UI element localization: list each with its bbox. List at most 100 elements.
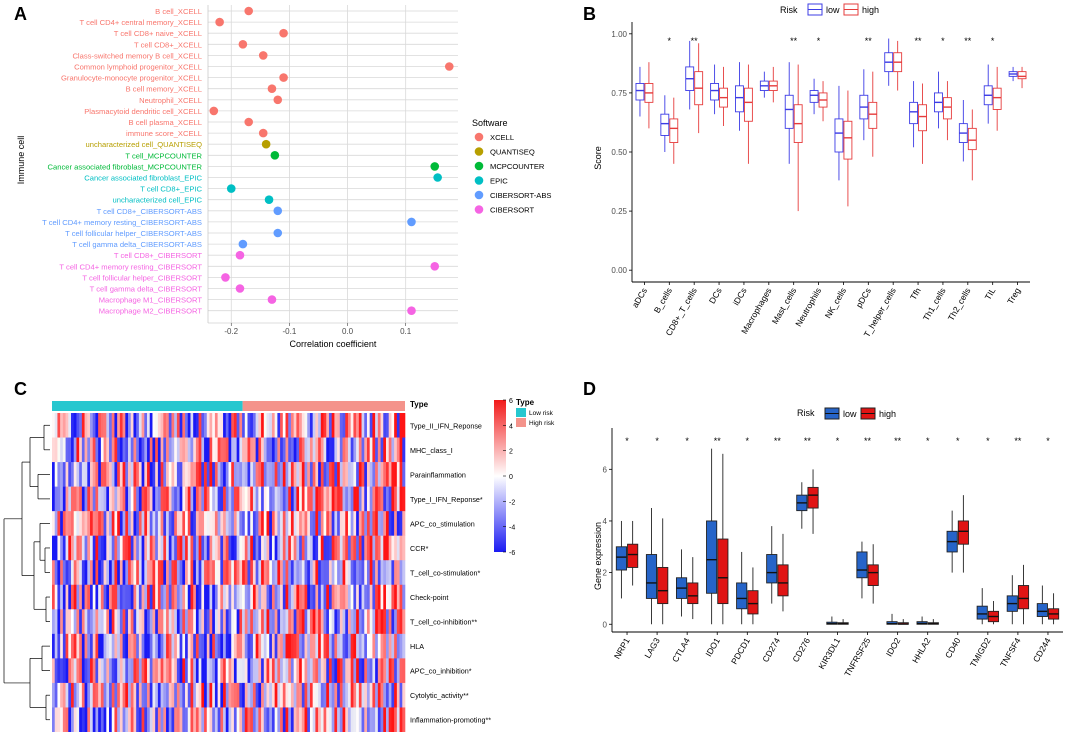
heatmap-cell: [242, 486, 246, 512]
heatmap-cell: [385, 535, 390, 561]
heatmap-cell: [185, 560, 189, 586]
color-scale-label: 2: [509, 449, 513, 456]
heatmap-cell: [136, 707, 140, 733]
heatmap-cell: [171, 413, 175, 438]
significance-mark: *: [746, 436, 750, 446]
heatmap-cell: [274, 707, 278, 733]
row-label: Cancer associated fibroblast_MCPCOUNTER: [48, 162, 203, 171]
heatmap-cell: [144, 511, 148, 536]
heatmap-cell: [301, 609, 305, 635]
heatmap-cell: [136, 511, 140, 536]
heatmap-cell: [166, 707, 170, 733]
heatmap-cell: [60, 560, 64, 586]
heatmap-cell: [247, 609, 251, 635]
type-legend-label: High risk: [529, 420, 555, 427]
heatmap-cell: [380, 682, 384, 708]
box-iqr: [743, 87, 753, 122]
heatmap-cell: [71, 462, 75, 487]
heatmap-cell: [383, 633, 387, 659]
category-label: pDCs: [854, 286, 873, 309]
color-scale-label: 4: [509, 423, 513, 430]
heatmap-cell: [242, 413, 246, 438]
heatmap-cell: [366, 511, 370, 536]
heatmap-cell: [290, 437, 294, 463]
heatmap-cell: [125, 584, 129, 610]
heatmap-cell: [141, 658, 145, 684]
heatmap-cell: [163, 535, 167, 561]
heatmap-cell: [353, 609, 357, 635]
heatmap-cell: [149, 535, 153, 561]
heatmap-cell: [185, 413, 189, 438]
heatmap-cell: [160, 633, 164, 659]
significance-mark: **: [864, 436, 872, 446]
heatmap-cell: [385, 462, 390, 487]
heatmap-cell: [176, 707, 180, 733]
heatmap-cell: [125, 609, 129, 635]
heatmap-cell: [62, 462, 66, 487]
heatmap-cell: [187, 633, 191, 659]
heatmap-cell: [293, 633, 297, 659]
heatmap-cell: [394, 535, 398, 561]
heatmap-cell: [255, 682, 259, 708]
heatmap-cell: [187, 560, 191, 586]
box-high: [807, 469, 819, 534]
heatmap-cell: [231, 486, 235, 512]
heatmap-cell: [328, 584, 332, 610]
heatmap-cell: [334, 511, 338, 536]
heatmap-cell: [288, 609, 292, 635]
heatmap-cell: [117, 560, 121, 586]
box-iqr: [992, 87, 1002, 110]
heatmap-cell: [128, 462, 132, 487]
heatmap-cell: [372, 707, 376, 733]
heatmap-cell: [293, 682, 297, 708]
heatmap-cell: [356, 584, 360, 610]
heatmap-cell: [138, 682, 142, 708]
heatmap-cell: [54, 658, 58, 684]
heatmap-cell: [190, 682, 194, 708]
heatmap-cell: [299, 462, 303, 487]
heatmap-cell: [394, 511, 398, 536]
heatmap-cell: [337, 535, 341, 561]
category-label: CD244: [1031, 636, 1053, 664]
heatmap-cell: [92, 413, 96, 438]
heatmap-cell: [350, 682, 354, 708]
heatmap-cell: [242, 511, 246, 536]
heatmap-cell: [223, 413, 227, 438]
heatmap-cell: [383, 584, 387, 610]
heatmap-cell: [399, 682, 403, 708]
heatmap-cell: [147, 486, 151, 512]
heatmap-cell: [350, 707, 354, 733]
heatmap-cell: [179, 413, 183, 438]
heatmap-cell: [57, 584, 61, 610]
heatmap-cell: [331, 560, 335, 586]
heatmap-cell: [138, 707, 142, 733]
heatmap-cell: [239, 682, 243, 708]
heatmap-cell: [92, 609, 96, 635]
significance-mark: **: [865, 36, 873, 46]
category-label: B_cells: [652, 286, 674, 315]
heatmap-cell: [290, 682, 294, 708]
heatmap-cell: [233, 560, 237, 586]
heatmap-cell: [90, 560, 94, 586]
heatmap-cell: [71, 658, 75, 684]
heatmap-row-label: Type_II_IFN_Reponse: [410, 421, 482, 430]
heatmap-cell: [141, 462, 145, 487]
heatmap-cell: [361, 584, 365, 610]
heatmap-cell: [334, 437, 338, 463]
heatmap-cell: [92, 437, 96, 463]
heatmap-cell: [98, 413, 102, 438]
heatmap-cell: [195, 535, 199, 561]
heatmap-cell: [62, 511, 66, 536]
heatmap-cell: [152, 633, 156, 659]
heatmap-cell: [388, 413, 392, 438]
panel-b-legend-title: Risk: [780, 5, 798, 15]
heatmap-cell: [190, 584, 194, 610]
heatmap-cell: [345, 486, 349, 512]
box-low: [934, 71, 943, 129]
heatmap-cell: [399, 462, 403, 487]
x-tick-label: -0.1: [282, 327, 296, 336]
heatmap-cell: [394, 560, 398, 586]
